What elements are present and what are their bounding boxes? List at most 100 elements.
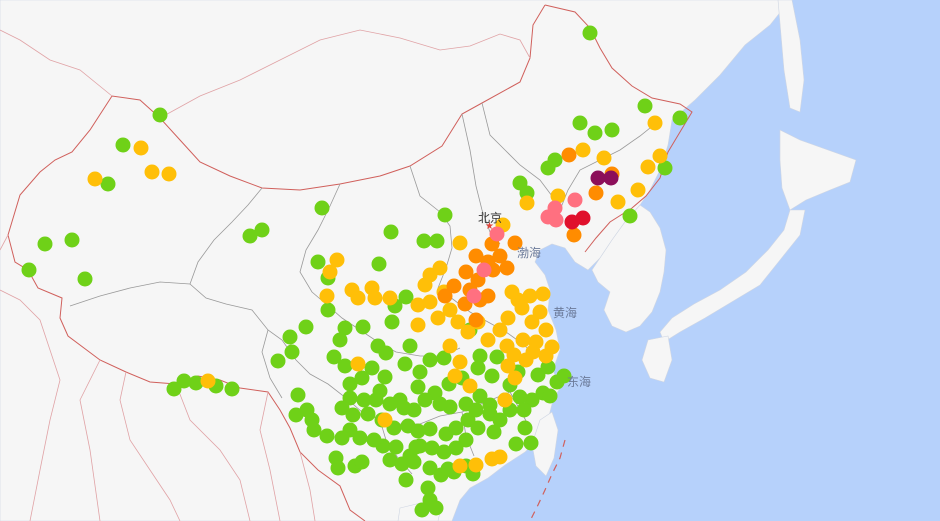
station-marker-good[interactable] bbox=[440, 461, 456, 477]
station-marker-good[interactable] bbox=[345, 407, 361, 423]
station-marker-good[interactable] bbox=[428, 500, 444, 516]
station-marker-good[interactable] bbox=[637, 98, 653, 114]
station-marker-good[interactable] bbox=[523, 435, 539, 451]
station-marker-moderate[interactable] bbox=[161, 166, 177, 182]
station-marker-good[interactable] bbox=[406, 454, 422, 470]
station-marker-good[interactable] bbox=[360, 406, 376, 422]
station-marker-unhealthy[interactable] bbox=[489, 226, 505, 242]
station-marker-good[interactable] bbox=[672, 110, 688, 126]
station-marker-moderate[interactable] bbox=[610, 194, 626, 210]
station-marker-good[interactable] bbox=[384, 314, 400, 330]
station-marker-moderate[interactable] bbox=[524, 314, 540, 330]
station-marker-moderate[interactable] bbox=[452, 354, 468, 370]
station-marker-moderate[interactable] bbox=[452, 458, 468, 474]
station-marker-moderate[interactable] bbox=[410, 297, 426, 313]
station-marker-moderate[interactable] bbox=[133, 140, 149, 156]
station-marker-moderate[interactable] bbox=[575, 142, 591, 158]
station-marker-good[interactable] bbox=[355, 319, 371, 335]
station-marker-moderate[interactable] bbox=[200, 373, 216, 389]
station-marker-moderate[interactable] bbox=[515, 332, 531, 348]
station-marker-good[interactable] bbox=[492, 412, 508, 428]
station-marker-good[interactable] bbox=[472, 388, 488, 404]
station-marker-good[interactable] bbox=[290, 387, 306, 403]
station-marker-moderate[interactable] bbox=[506, 347, 522, 363]
station-marker-good[interactable] bbox=[398, 472, 414, 488]
station-marker-good[interactable] bbox=[354, 370, 370, 386]
station-marker-good[interactable] bbox=[396, 400, 412, 416]
station-marker-good[interactable] bbox=[517, 420, 533, 436]
station-marker-unhealthy-sensitive[interactable] bbox=[468, 312, 484, 328]
station-marker-good[interactable] bbox=[100, 176, 116, 192]
station-marker-good[interactable] bbox=[270, 353, 286, 369]
station-marker-good[interactable] bbox=[410, 423, 426, 439]
station-marker-good[interactable] bbox=[342, 390, 358, 406]
station-marker-good[interactable] bbox=[382, 396, 398, 412]
station-marker-good[interactable] bbox=[320, 302, 336, 318]
station-marker-good[interactable] bbox=[486, 424, 502, 440]
station-marker-good[interactable] bbox=[437, 207, 453, 223]
station-marker-good[interactable] bbox=[489, 349, 505, 365]
station-marker-good[interactable] bbox=[288, 407, 304, 423]
station-marker-moderate[interactable] bbox=[322, 264, 338, 280]
station-marker-good[interactable] bbox=[657, 160, 673, 176]
station-marker-unhealthy[interactable] bbox=[567, 192, 583, 208]
station-marker-good[interactable] bbox=[512, 389, 528, 405]
station-marker-good[interactable] bbox=[284, 344, 300, 360]
station-marker-good[interactable] bbox=[432, 396, 448, 412]
station-marker-moderate[interactable] bbox=[519, 195, 535, 211]
station-marker-moderate[interactable] bbox=[460, 324, 476, 340]
station-marker-good[interactable] bbox=[368, 392, 384, 408]
station-marker-good[interactable] bbox=[398, 289, 414, 305]
station-marker-good[interactable] bbox=[115, 137, 131, 153]
station-marker-good[interactable] bbox=[470, 360, 486, 376]
station-marker-moderate[interactable] bbox=[377, 412, 393, 428]
station-marker-good[interactable] bbox=[414, 502, 430, 518]
station-marker-good[interactable] bbox=[460, 412, 476, 428]
station-marker-good[interactable] bbox=[64, 232, 80, 248]
station-marker-good[interactable] bbox=[556, 368, 572, 384]
station-marker-moderate[interactable] bbox=[500, 358, 516, 374]
station-marker-moderate[interactable] bbox=[417, 277, 433, 293]
station-marker-good[interactable] bbox=[484, 368, 500, 384]
station-marker-unhealthy-sensitive[interactable] bbox=[480, 288, 496, 304]
station-marker-good[interactable] bbox=[310, 254, 326, 270]
station-marker-moderate[interactable] bbox=[507, 370, 523, 386]
station-marker-good[interactable] bbox=[342, 376, 358, 392]
station-marker-moderate[interactable] bbox=[647, 115, 663, 131]
station-marker-moderate[interactable] bbox=[544, 339, 560, 355]
station-marker-moderate[interactable] bbox=[550, 188, 566, 204]
station-marker-good[interactable] bbox=[330, 460, 346, 476]
station-marker-good[interactable] bbox=[424, 440, 440, 456]
station-marker-good[interactable] bbox=[383, 224, 399, 240]
station-marker-moderate[interactable] bbox=[535, 286, 551, 302]
station-marker-good[interactable] bbox=[319, 428, 335, 444]
station-marker-good[interactable] bbox=[254, 222, 270, 238]
station-marker-moderate[interactable] bbox=[497, 392, 513, 408]
station-marker-moderate[interactable] bbox=[450, 314, 466, 330]
station-marker-moderate[interactable] bbox=[319, 288, 335, 304]
station-marker-moderate[interactable] bbox=[514, 300, 530, 316]
station-marker-good[interactable] bbox=[21, 262, 37, 278]
station-marker-good[interactable] bbox=[587, 125, 603, 141]
station-marker-moderate[interactable] bbox=[432, 260, 448, 276]
station-marker-moderate[interactable] bbox=[468, 457, 484, 473]
station-marker-good[interactable] bbox=[176, 373, 192, 389]
station-marker-moderate[interactable] bbox=[410, 317, 426, 333]
station-marker-good[interactable] bbox=[622, 208, 638, 224]
station-marker-moderate[interactable] bbox=[382, 290, 398, 306]
station-marker-unhealthy[interactable] bbox=[476, 262, 492, 278]
station-marker-good[interactable] bbox=[282, 329, 298, 345]
station-marker-good[interactable] bbox=[422, 352, 438, 368]
station-marker-moderate[interactable] bbox=[640, 159, 656, 175]
station-marker-good[interactable] bbox=[540, 160, 556, 176]
station-marker-moderate[interactable] bbox=[492, 322, 508, 338]
station-marker-good[interactable] bbox=[470, 420, 486, 436]
station-marker-unhealthy-sensitive[interactable] bbox=[588, 185, 604, 201]
station-marker-hazardous[interactable] bbox=[603, 170, 619, 186]
station-marker-moderate[interactable] bbox=[462, 378, 478, 394]
station-marker-good[interactable] bbox=[377, 369, 393, 385]
station-marker-good[interactable] bbox=[334, 400, 350, 416]
station-marker-moderate[interactable] bbox=[596, 150, 612, 166]
station-marker-moderate[interactable] bbox=[492, 449, 508, 465]
